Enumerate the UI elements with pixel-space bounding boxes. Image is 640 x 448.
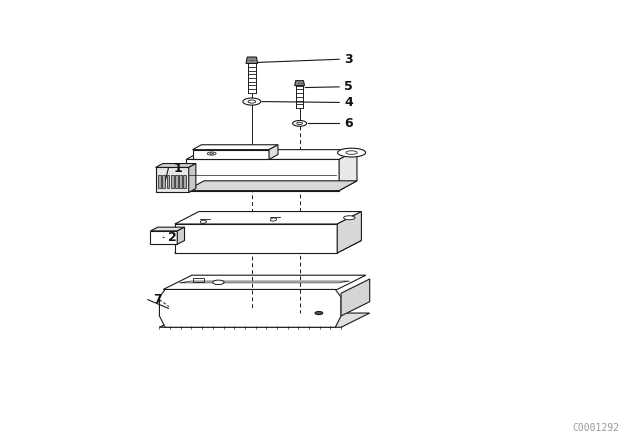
Polygon shape xyxy=(175,224,337,253)
Polygon shape xyxy=(193,150,269,159)
Text: 7: 7 xyxy=(153,293,162,306)
Text: 2: 2 xyxy=(168,231,177,244)
Polygon shape xyxy=(156,164,196,168)
Ellipse shape xyxy=(297,122,303,125)
Polygon shape xyxy=(186,150,357,159)
Ellipse shape xyxy=(344,216,355,220)
Polygon shape xyxy=(179,176,182,188)
Polygon shape xyxy=(166,176,170,188)
Polygon shape xyxy=(150,231,177,244)
Polygon shape xyxy=(294,81,305,86)
Polygon shape xyxy=(158,176,161,188)
Ellipse shape xyxy=(315,311,323,314)
Text: 6: 6 xyxy=(344,117,353,130)
Text: 5: 5 xyxy=(344,80,353,93)
Text: C0001292: C0001292 xyxy=(573,423,620,433)
Polygon shape xyxy=(186,181,357,190)
Polygon shape xyxy=(163,275,366,289)
Ellipse shape xyxy=(248,100,255,103)
Polygon shape xyxy=(339,150,357,190)
Ellipse shape xyxy=(243,98,260,105)
Ellipse shape xyxy=(210,153,214,154)
Polygon shape xyxy=(159,313,370,327)
Polygon shape xyxy=(175,241,362,253)
Text: 4: 4 xyxy=(344,96,353,109)
Polygon shape xyxy=(175,211,362,224)
Ellipse shape xyxy=(337,148,365,157)
Ellipse shape xyxy=(212,280,224,284)
Ellipse shape xyxy=(292,121,307,126)
Text: 3: 3 xyxy=(344,53,353,66)
Polygon shape xyxy=(269,145,278,159)
Polygon shape xyxy=(183,176,186,188)
Polygon shape xyxy=(150,227,184,231)
Polygon shape xyxy=(171,176,173,188)
Polygon shape xyxy=(175,176,178,188)
Polygon shape xyxy=(193,145,278,150)
Polygon shape xyxy=(341,279,370,316)
Polygon shape xyxy=(156,168,189,192)
Polygon shape xyxy=(177,227,184,244)
Polygon shape xyxy=(186,159,339,190)
Polygon shape xyxy=(163,176,165,188)
Ellipse shape xyxy=(346,151,357,155)
Polygon shape xyxy=(246,57,258,64)
Polygon shape xyxy=(189,164,196,192)
Polygon shape xyxy=(159,289,341,327)
Ellipse shape xyxy=(207,152,216,155)
Polygon shape xyxy=(337,211,362,253)
Text: 1: 1 xyxy=(173,162,182,175)
